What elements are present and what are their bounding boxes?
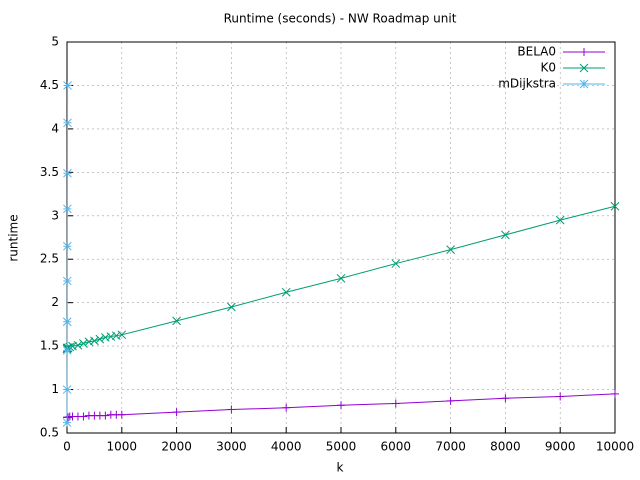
data-point [611, 389, 619, 398]
x-tick-label: 2000 [161, 440, 192, 454]
legend-marker [580, 48, 588, 56]
data-point [111, 331, 121, 341]
x-tick-label: 8000 [490, 440, 521, 454]
data-point [90, 336, 99, 346]
data-point [501, 394, 510, 403]
data-point [63, 204, 72, 214]
y-tick-label: 1.5 [40, 339, 59, 353]
data-point [79, 412, 88, 421]
data-point [555, 215, 565, 225]
data-point [68, 341, 77, 351]
data-point [172, 316, 181, 326]
y-tick-label: 2 [51, 295, 59, 309]
data-point [610, 201, 620, 211]
legend-label: K0 [540, 61, 556, 75]
data-point [556, 392, 565, 401]
data-point [227, 302, 236, 312]
data-point [101, 333, 110, 342]
data-point [62, 276, 72, 286]
data-point [106, 332, 116, 341]
data-point [63, 118, 72, 128]
legend-label: BELA0 [517, 45, 556, 59]
y-tick-label: 4 [51, 121, 59, 135]
data-point [172, 408, 181, 417]
x-tick-label: 6000 [381, 440, 412, 454]
data-point [63, 81, 72, 90]
data-point [95, 334, 105, 344]
data-point [391, 399, 400, 408]
data-point [391, 259, 401, 268]
y-tick-label: 5 [51, 35, 59, 49]
data-point [62, 241, 72, 251]
chart-title: Runtime (seconds) - NW Roadmap unit [224, 12, 457, 26]
data-point [62, 346, 72, 355]
data-point [62, 385, 72, 394]
data-point [62, 317, 72, 327]
x-tick-label: 0 [63, 440, 71, 454]
legend-marker [579, 79, 589, 89]
data-point [79, 339, 88, 348]
data-point [336, 273, 346, 283]
y-tick-label: 2.5 [40, 252, 59, 266]
x-tick-label: 1000 [107, 440, 138, 454]
x-tick-label: 10000 [596, 440, 634, 454]
data-point [446, 396, 455, 405]
x-tick-label: 7000 [435, 440, 466, 454]
data-point [501, 230, 510, 240]
x-tick-label: 4000 [271, 440, 302, 454]
y-axis-label: runtime [7, 214, 21, 261]
data-point [281, 287, 291, 297]
y-tick-label: 4.5 [40, 78, 59, 92]
x-tick-label: 3000 [216, 440, 247, 454]
x-axis-label: k [337, 461, 344, 475]
data-point [117, 330, 127, 340]
y-tick-label: 0.5 [40, 426, 59, 440]
data-point [117, 410, 126, 419]
data-point [446, 245, 455, 255]
legend-label: mDijkstra [498, 77, 556, 91]
data-point [63, 168, 72, 178]
data-point [227, 405, 236, 414]
data-point [84, 337, 94, 347]
x-tick-label: 9000 [545, 440, 576, 454]
data-point [282, 403, 291, 412]
legend-marker [579, 63, 589, 73]
data-point [337, 401, 345, 410]
data-point [64, 413, 73, 422]
y-tick-label: 3.5 [40, 165, 59, 179]
x-tick-label: 5000 [326, 440, 357, 454]
y-tick-label: 3 [51, 208, 59, 222]
y-tick-label: 1 [51, 382, 59, 396]
data-point [101, 411, 110, 420]
data-point [73, 340, 83, 350]
data-point [62, 418, 72, 427]
